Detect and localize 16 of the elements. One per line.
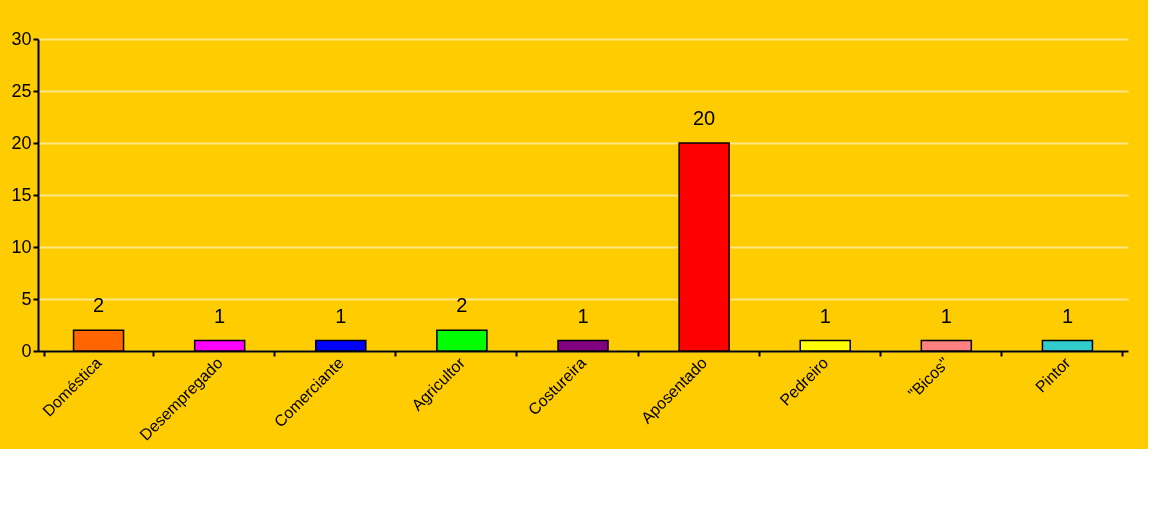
data-label: 2 [92,294,105,317]
y-tick-label: 20 [11,132,32,153]
data-label: 1 [819,304,831,327]
y-tick-label: 30 [11,28,32,49]
data-label: 2 [456,294,468,317]
y-tick-label: 5 [21,288,32,309]
y-tick-label: 10 [11,236,32,257]
y-tick-label: 25 [11,80,32,101]
data-label: 1 [940,304,952,327]
data-label: 1 [577,304,589,327]
data-label: 1 [335,304,347,327]
data-label: 1 [214,304,226,327]
data-label: 20 [692,107,716,129]
y-tick-label: 0 [21,340,32,361]
data-label: 1 [1061,304,1074,327]
y-tick-label: 15 [11,184,32,205]
